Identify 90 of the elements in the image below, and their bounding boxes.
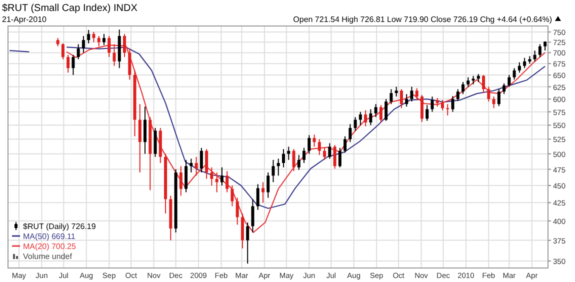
candlestick: [112, 44, 116, 66]
candlestick: [266, 172, 270, 198]
candlestick: [215, 172, 218, 193]
candlestick: [482, 74, 486, 94]
candlestick: [190, 158, 193, 173]
chart-subtitle: 21-Apr-2010: [2, 15, 48, 24]
candlestick: [533, 50, 536, 62]
candlestick: [338, 147, 342, 168]
candlestick: [82, 35, 85, 54]
candlestick: [466, 76, 470, 88]
legend-label: $RUT (Daily) 726.19: [23, 222, 96, 231]
candlestick: [374, 104, 378, 118]
candlestick: [364, 110, 368, 127]
candlestick: [328, 142, 332, 160]
candlestick: [272, 159, 275, 183]
candlestick: [76, 44, 80, 60]
candlestick: [415, 88, 418, 101]
candlestick: [205, 148, 208, 180]
text: Open 721.54 High 726.81 Low 719.90 Close 726.19 Chg +4.64 (+0.64%): [293, 15, 552, 24]
candlestick: [297, 154, 300, 170]
candlestick: [354, 116, 357, 132]
candlestick: [318, 138, 321, 156]
candlestick: [323, 147, 326, 160]
candlestick: [451, 96, 454, 112]
candlestick: [348, 124, 352, 143]
candlestick: [384, 98, 388, 122]
candlestick: [333, 144, 336, 170]
candlestick: [154, 127, 157, 158]
candlestick: [426, 104, 429, 122]
candlestick: [358, 111, 362, 126]
candlestick: [66, 54, 70, 74]
candlestick: [538, 44, 542, 58]
candlestick: [246, 222, 250, 264]
candlestick: [292, 148, 296, 172]
candlestick: [220, 166, 224, 186]
candlestick: [261, 182, 264, 204]
candlestick: [276, 158, 280, 176]
legend-label: MA(20) 700.25: [23, 242, 76, 251]
candlestick: [400, 88, 403, 109]
candlestick: [226, 170, 229, 193]
chart-title: $RUT (Small Cap Index) INDX: [2, 3, 138, 14]
candlestick: [410, 86, 414, 102]
candlestick: [61, 42, 64, 60]
candlestick: [138, 104, 142, 173]
candlestick: [184, 159, 188, 193]
candlestick: [123, 33, 126, 58]
candlestick: [405, 94, 408, 108]
candlestick: [87, 29, 90, 44]
candlestick: [497, 88, 500, 107]
candlestick: [518, 62, 521, 74]
candlestick: [72, 54, 75, 76]
candlestick: [344, 136, 347, 154]
candlestick: [394, 86, 398, 98]
candlestick: [379, 104, 382, 123]
candlestick: [508, 74, 511, 88]
annotation: Volume undef: [23, 252, 73, 261]
candlestick: [251, 198, 254, 233]
candlestick: [456, 88, 460, 102]
candlestick: [502, 82, 506, 95]
candlestick: [256, 184, 260, 210]
candlestick: [200, 147, 203, 173]
candlestick: [312, 134, 316, 148]
candlestick: [108, 35, 111, 58]
candlestick: [512, 68, 516, 80]
candlestick: [487, 86, 490, 102]
candlestick: [92, 31, 96, 43]
candlestick: [144, 106, 147, 154]
candlestick: [308, 134, 311, 154]
candlestick: [194, 156, 198, 176]
candlestick: [440, 100, 444, 111]
candlestick: [369, 108, 372, 126]
candlestick: [230, 185, 234, 207]
candlestick: [492, 96, 496, 109]
candlestick: [179, 166, 182, 196]
candlestick: [210, 166, 214, 186]
candlestick: [523, 57, 526, 69]
candlestick: [446, 104, 450, 116]
candlestick: [128, 48, 132, 80]
candlestick: [430, 96, 434, 112]
candlestick: [462, 81, 465, 95]
candlestick: [240, 212, 244, 249]
candlestick: [236, 197, 239, 226]
candlestick: [390, 88, 393, 105]
candlestick: [287, 146, 290, 160]
candlestick: [97, 35, 100, 47]
candlestick: [282, 148, 285, 168]
legend-label: MA(50) 669.11: [23, 232, 76, 241]
candlestick: [420, 94, 424, 122]
candlestick: [102, 33, 106, 46]
candlestick: [302, 147, 306, 164]
